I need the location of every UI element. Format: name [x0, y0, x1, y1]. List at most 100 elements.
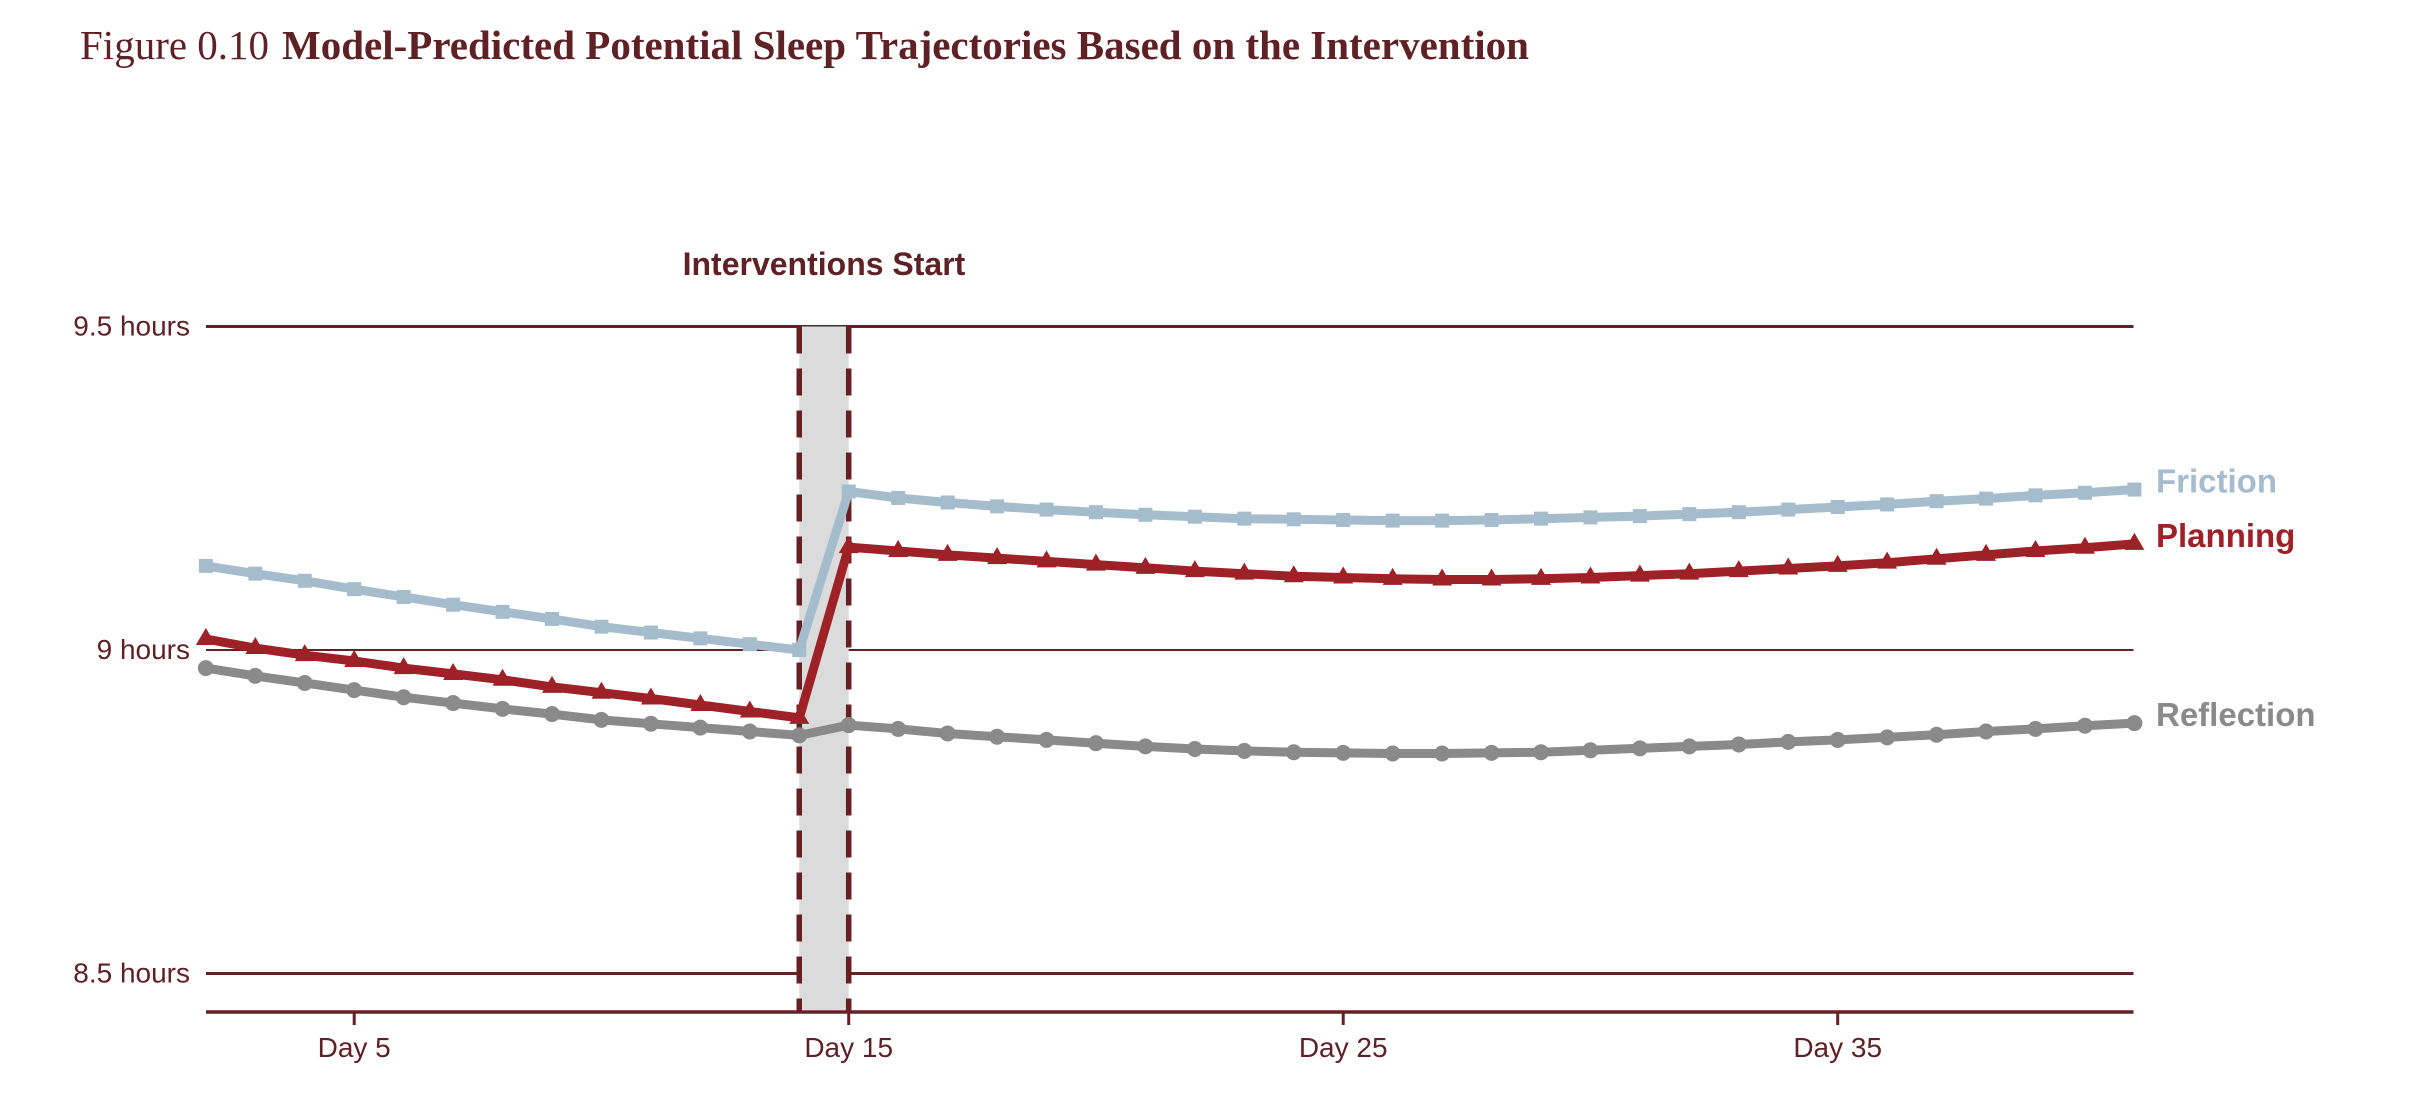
figure-title-text: Model-Predicted Potential Sleep Trajecto…	[282, 22, 1529, 68]
intervention-band	[799, 326, 849, 1010]
marker-triangle-planning	[1778, 557, 1799, 575]
marker-square-friction	[792, 643, 807, 657]
x-tick-label: Day 25	[1299, 1032, 1388, 1063]
marker-triangle-planning	[245, 637, 266, 655]
marker-square-friction	[1484, 512, 1499, 527]
marker-triangle-planning	[1135, 556, 1156, 574]
marker-circle-reflection	[1780, 733, 1797, 750]
marker-circle-reflection	[1186, 740, 1203, 757]
marker-circle-reflection	[692, 719, 709, 736]
marker-square-friction	[594, 619, 609, 634]
marker-triangle-planning	[393, 657, 414, 675]
marker-triangle-planning	[690, 693, 711, 711]
marker-triangle-planning	[1976, 543, 1997, 561]
series-label-planning: Planning	[2156, 517, 2295, 554]
marker-square-friction	[990, 499, 1005, 514]
marker-circle-reflection	[1434, 745, 1451, 762]
marker-square-friction	[248, 566, 263, 581]
series-line-reflection	[201, 663, 2139, 758]
marker-circle-reflection	[1533, 744, 1549, 761]
x-tick-label: Day 15	[804, 1032, 893, 1063]
marker-triangle-planning	[1531, 567, 1551, 585]
marker-triangle-planning	[937, 543, 958, 561]
marker-triangle-planning	[542, 675, 562, 693]
marker-square-friction	[1583, 510, 1598, 525]
marker-square-friction	[1138, 507, 1153, 522]
marker-triangle-planning	[1085, 553, 1106, 571]
marker-circle-reflection	[1236, 742, 1253, 759]
marker-square-friction	[1286, 512, 1301, 527]
annotation-interventions-start: Interventions Start	[683, 246, 966, 282]
marker-square-friction	[1088, 505, 1103, 520]
marker-circle-reflection	[593, 711, 610, 728]
marker-square-friction	[1435, 513, 1450, 528]
marker-square-friction	[1632, 509, 1647, 524]
marker-triangle-planning	[739, 700, 760, 718]
marker-circle-reflection	[1681, 738, 1698, 755]
marker-circle-reflection	[2076, 717, 2093, 734]
marker-triangle-planning	[591, 681, 612, 699]
marker-square-friction	[891, 490, 906, 505]
marker-triangle-planning	[838, 536, 859, 554]
marker-circle-reflection	[1384, 745, 1401, 762]
marker-triangle-planning	[1432, 568, 1453, 586]
series-label-friction: Friction	[2156, 463, 2277, 500]
marker-square-friction	[1385, 513, 1400, 528]
marker-square-friction	[396, 589, 411, 604]
marker-square-friction	[2077, 485, 2092, 500]
marker-circle-reflection	[395, 689, 412, 706]
marker-circle-reflection	[197, 660, 214, 677]
marker-circle-reflection	[544, 706, 560, 723]
marker-circle-reflection	[1879, 729, 1896, 746]
x-tick-label: Day 35	[1793, 1032, 1882, 1063]
marker-square-friction	[297, 573, 312, 588]
marker-square-friction	[446, 597, 461, 612]
marker-triangle-planning	[1877, 551, 1898, 569]
marker-square-friction	[2127, 482, 2142, 497]
x-tick-label: Day 5	[318, 1032, 391, 1063]
marker-circle-reflection	[1038, 731, 1055, 748]
marker-circle-reflection	[791, 727, 808, 744]
marker-square-friction	[347, 582, 362, 597]
marker-circle-reflection	[2027, 720, 2044, 737]
marker-square-friction	[1731, 505, 1746, 520]
marker-square-friction	[742, 637, 757, 652]
marker-triangle-planning	[1580, 566, 1601, 584]
marker-circle-reflection	[1631, 740, 1648, 757]
marker-circle-reflection	[346, 682, 363, 699]
marker-circle-reflection	[1730, 736, 1747, 753]
marker-circle-reflection	[741, 723, 758, 740]
series-line-planning	[201, 539, 2139, 723]
marker-square-friction	[545, 611, 559, 626]
marker-circle-reflection	[296, 674, 313, 691]
marker-triangle-planning	[2025, 540, 2046, 558]
marker-square-friction	[1830, 500, 1845, 515]
figure-title: Figure 0.10 Model-Predicted Potential Sle…	[80, 20, 1529, 71]
marker-square-friction	[693, 631, 708, 646]
marker-triangle-planning	[294, 644, 315, 662]
y-tick-label: 8.5 hours	[73, 958, 190, 989]
marker-circle-reflection	[1928, 726, 1945, 743]
y-tick-label: 9 hours	[97, 634, 190, 665]
marker-triangle-planning	[888, 540, 909, 558]
series-line-friction	[201, 485, 2139, 655]
marker-circle-reflection	[1137, 738, 1154, 755]
marker-triangle-planning	[1827, 554, 1848, 572]
marker-triangle-planning	[1283, 565, 1304, 583]
marker-circle-reflection	[247, 667, 264, 684]
marker-triangle-planning	[1234, 562, 1255, 580]
marker-square-friction	[1039, 502, 1054, 517]
marker-circle-reflection	[1087, 735, 1104, 752]
figure-number: Figure 0.10	[80, 22, 270, 68]
marker-triangle-planning	[1629, 564, 1650, 582]
marker-triangle-planning	[1184, 560, 1205, 578]
marker-circle-reflection	[1483, 744, 1500, 761]
marker-circle-reflection	[642, 715, 659, 732]
marker-square-friction	[1682, 507, 1697, 522]
marker-square-friction	[495, 604, 510, 619]
marker-circle-reflection	[445, 695, 462, 712]
marker-square-friction	[940, 495, 955, 510]
marker-triangle-planning	[789, 706, 810, 724]
marker-square-friction	[841, 484, 856, 499]
